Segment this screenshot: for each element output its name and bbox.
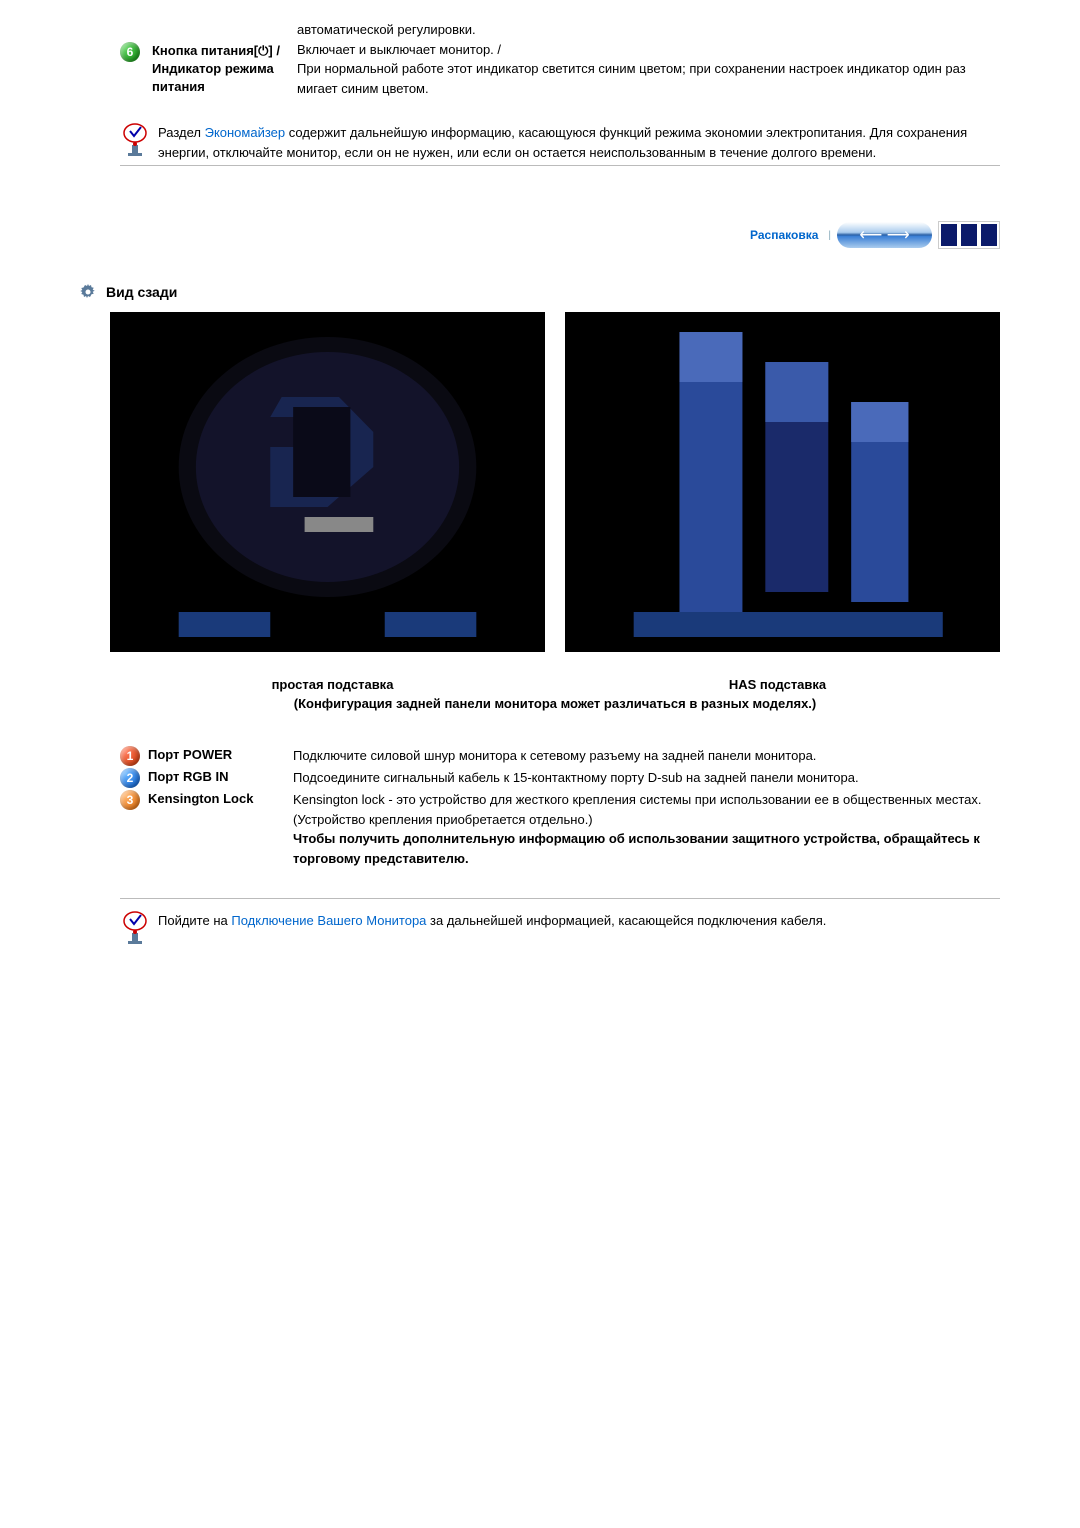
note2-suffix: за дальнейшей информацией, касающейся по… xyxy=(426,913,826,928)
desc-line3: При нормальной работе этот индикатор све… xyxy=(297,61,966,96)
port-label-kensington: Kensington Lock xyxy=(140,790,293,808)
caption-has-stand: HAS подставка xyxy=(555,677,1000,692)
connection-link[interactable]: Подключение Вашего Монитора xyxy=(231,913,426,928)
config-note: (Конфигурация задней панели монитора мож… xyxy=(110,696,1000,711)
port-item-3: 3 Kensington Lock Kensington lock - это … xyxy=(120,790,1000,868)
badge-2: 2 xyxy=(120,768,140,788)
gear-icon xyxy=(80,284,96,300)
control-description: автоматической регулировки. Включает и в… xyxy=(297,20,1000,98)
port-item-2: 2 Порт RGB IN Подсоедините сигнальный ка… xyxy=(120,768,1000,788)
port-desc-kensington: Kensington lock - это устройство для жес… xyxy=(293,790,1000,868)
control-label: Кнопка питания[⏻] / Индикатор режима пит… xyxy=(144,20,297,97)
nav-sq-1[interactable] xyxy=(941,224,957,246)
note-icon xyxy=(120,123,150,157)
nav-sq-2[interactable] xyxy=(961,224,977,246)
note-icon xyxy=(120,911,150,945)
nav-label-unpacking[interactable]: Распаковка xyxy=(750,228,818,242)
control-item-6: 6 Кнопка питания[⏻] / Индикатор режима п… xyxy=(120,20,1000,98)
rear-image-simple-stand xyxy=(110,312,545,652)
note2-prefix: Пойдите на xyxy=(158,913,231,928)
desc-line1: автоматической регулировки. xyxy=(297,22,476,37)
port-label-power: Порт POWER xyxy=(140,746,293,764)
kensington-desc: Kensington lock - это устройство для жес… xyxy=(293,792,982,827)
nav-sq-3[interactable] xyxy=(981,224,997,246)
label-line1: Кнопка питания[⏻] / xyxy=(152,43,280,58)
powersaver-link[interactable]: Экономайзер xyxy=(205,125,286,140)
port-list: 1 Порт POWER Подключите силовой шнур мон… xyxy=(120,746,1000,868)
connection-note: Пойдите на Подключение Вашего Монитора з… xyxy=(120,898,1000,945)
desc-line2: Включает и выключает монитор. / xyxy=(297,42,501,57)
label-line2: Индикатор режима xyxy=(152,61,274,76)
nav-pill-button[interactable]: ⟵ ⟶ xyxy=(837,222,932,248)
caption-simple-stand: простая подставка xyxy=(110,677,555,692)
port-item-1: 1 Порт POWER Подключите силовой шнур мон… xyxy=(120,746,1000,766)
badge-1: 1 xyxy=(120,746,140,766)
label-line3: питания xyxy=(152,79,205,94)
note-text: Пойдите на Подключение Вашего Монитора з… xyxy=(150,911,1000,931)
rear-image-has-stand xyxy=(565,312,1000,652)
rear-view-heading: Вид сзади xyxy=(80,284,1000,300)
badge-3: 3 xyxy=(120,790,140,810)
powersaver-note: Раздел Экономайзер содержит дальнейшую и… xyxy=(120,123,1000,166)
nav-separator: | xyxy=(828,230,831,241)
nav-squares[interactable] xyxy=(938,221,1000,249)
note-text: Раздел Экономайзер содержит дальнейшую и… xyxy=(150,123,1000,163)
rear-images-row xyxy=(110,312,1000,652)
port-desc-rgb: Подсоедините сигнальный кабель к 15-конт… xyxy=(293,768,1000,788)
kensington-bold: Чтобы получить дополнительную информацию… xyxy=(293,831,980,866)
image-captions: простая подставка HAS подставка xyxy=(110,677,1000,692)
port-desc-power: Подключите силовой шнур монитора к сетев… xyxy=(293,746,1000,766)
nav-arrows: ⟵ ⟶ xyxy=(859,225,909,245)
rear-view-title: Вид сзади xyxy=(106,284,177,300)
note-prefix: Раздел xyxy=(158,125,205,140)
port-label-rgb: Порт RGB IN xyxy=(140,768,293,786)
nav-strip: Распаковка | ⟵ ⟶ xyxy=(80,221,1000,249)
badge-6: 6 xyxy=(120,42,140,62)
